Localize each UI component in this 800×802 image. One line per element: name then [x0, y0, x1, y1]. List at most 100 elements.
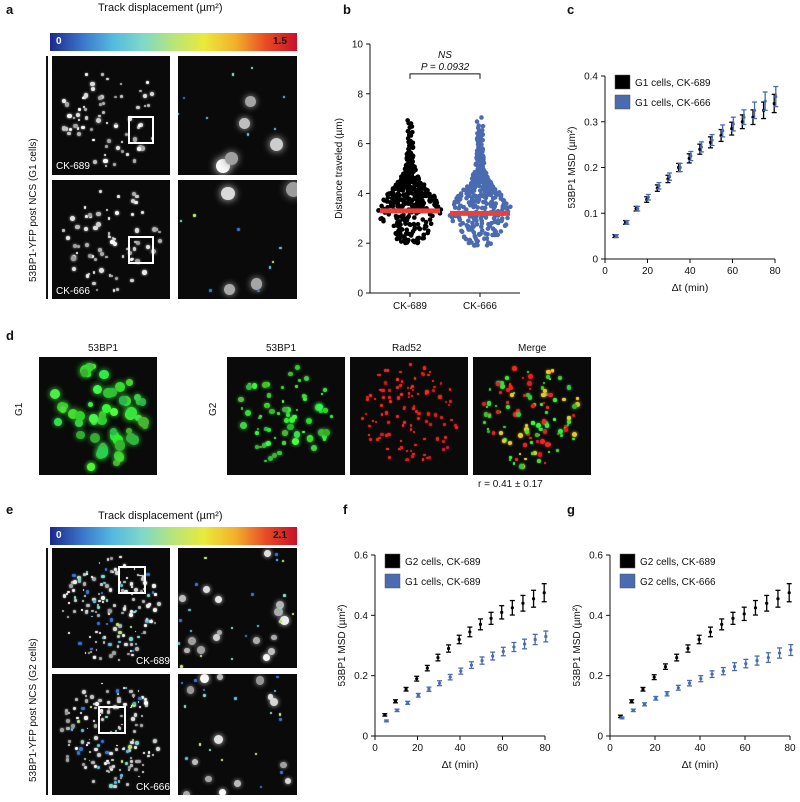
data-point: [474, 222, 480, 227]
data-point: [421, 235, 427, 241]
data-point: [417, 226, 423, 232]
focus-spot: [427, 373, 430, 377]
data-point: [492, 232, 498, 238]
y-tick-label: 0.2: [589, 671, 603, 682]
data-point: [398, 214, 404, 219]
focus-spot: [399, 384, 402, 387]
focus-spot: [225, 152, 238, 166]
focus-spot: [120, 150, 124, 154]
focus-spot: [530, 441, 534, 444]
legend-swatch: [619, 553, 636, 569]
focus-spot: [98, 631, 101, 634]
focus-spot: [219, 788, 227, 795]
focus-spot: [81, 96, 84, 99]
focus-spot: [145, 244, 150, 249]
focus-spot: [424, 420, 428, 424]
focus-spot: [85, 571, 89, 574]
data-point: [708, 630, 713, 634]
focus-spot: [260, 785, 263, 788]
focus-spot: [93, 258, 97, 262]
focus-spot: [76, 430, 85, 440]
x-tick-label: 40: [684, 266, 696, 277]
d-row-g2: G2: [208, 402, 219, 416]
data-point: [667, 175, 672, 179]
focus-spot: [134, 200, 138, 205]
focus-spot: [99, 103, 103, 107]
focus-spot: [279, 713, 282, 716]
data-point: [479, 221, 485, 226]
focus-spot: [78, 119, 81, 122]
focus-spot: [402, 408, 406, 411]
focus-spot: [572, 437, 575, 441]
focus-spot: [385, 434, 388, 437]
focus-spot: [258, 415, 262, 419]
focus-spot: [153, 739, 158, 744]
focus-spot: [142, 588, 145, 591]
focus-spot: [82, 582, 87, 586]
focus-spot: [109, 784, 113, 788]
data-point: [421, 232, 427, 238]
focus-spot: [105, 209, 108, 212]
focus-spot: [538, 452, 543, 457]
focus-spot: [72, 267, 77, 272]
data-point: [458, 222, 463, 227]
focus-spot: [221, 186, 235, 201]
chart-f: 0 0.2 0.4 0.6 0 20 40 60 80 Δt (min) 53BP1 MSD (µm…: [337, 551, 551, 772]
focus-spot: [533, 451, 537, 455]
data-point: [763, 99, 767, 103]
focus-spot: [129, 581, 134, 586]
focus-spot: [118, 630, 123, 635]
focus-spot: [135, 647, 139, 651]
focus-spot: [320, 392, 323, 396]
x-axis-label: Δt (min): [682, 759, 719, 771]
focus-spot: [518, 433, 524, 439]
y-tick-label: 0.6: [354, 551, 368, 562]
data-point: [427, 199, 433, 204]
focus-spot: [136, 573, 140, 577]
focus-spot: [508, 384, 512, 388]
focus-spot: [534, 403, 537, 406]
data-point: [652, 675, 656, 679]
focus-spot: [87, 651, 91, 655]
focus-spot: [525, 392, 530, 397]
focus-spot: [254, 430, 259, 435]
focus-spot: [131, 586, 134, 589]
focus-spot: [89, 636, 91, 638]
focus-spot: [76, 132, 81, 137]
data-point: [450, 218, 456, 224]
focus-spot: [381, 388, 385, 392]
focus-spot: [141, 764, 144, 767]
focus-spot: [126, 782, 130, 787]
focus-spot: [150, 91, 155, 97]
data-point: [772, 101, 776, 106]
focus-spot: [528, 395, 533, 400]
data-point: [427, 687, 431, 691]
focus-spot: [409, 423, 413, 427]
data-point: [467, 193, 472, 198]
focus-spot: [124, 132, 129, 136]
focus-spot: [231, 73, 235, 76]
focus-spot: [233, 697, 237, 700]
focus-spot: [541, 392, 546, 397]
data-point: [789, 648, 793, 652]
focus-spot: [184, 756, 188, 760]
focus-spot: [134, 767, 138, 772]
focus-spot: [547, 451, 550, 454]
focus-spot: [77, 575, 81, 580]
focus-spot: [498, 410, 502, 414]
focus-spot: [73, 596, 77, 599]
bracket-line-e: [46, 548, 48, 795]
focus-spot: [421, 372, 424, 375]
focus-spot: [84, 694, 87, 697]
focus-spot: [329, 415, 333, 419]
focus-spot: [98, 96, 103, 101]
data-point: [466, 218, 471, 224]
focus-spot: [158, 238, 162, 243]
focus-spot: [539, 428, 543, 432]
focus-spot: [147, 602, 152, 606]
focus-spot: [454, 425, 458, 430]
focus-spot: [279, 620, 282, 624]
data-point: [477, 144, 483, 149]
focus-spot: [414, 443, 418, 447]
data-point: [406, 139, 411, 145]
